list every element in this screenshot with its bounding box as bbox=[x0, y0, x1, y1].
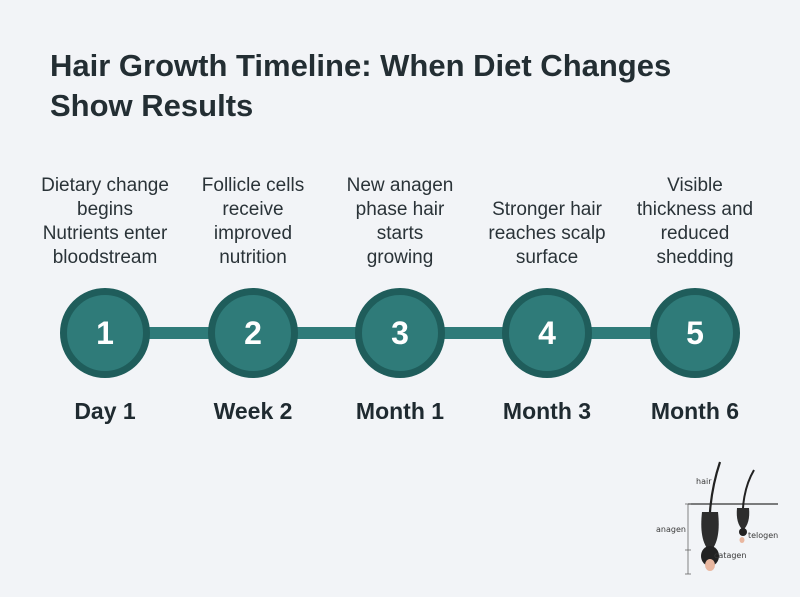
step-label: Week 2 bbox=[213, 398, 293, 424]
step-description-line: improved bbox=[213, 223, 293, 244]
step-description-line: Nutrients enter bbox=[42, 223, 168, 244]
step-description-line: surface bbox=[515, 247, 579, 268]
step-description-line: shedding bbox=[656, 247, 734, 268]
step-label: Day 1 bbox=[74, 398, 136, 424]
step-description-line: Dietary change bbox=[41, 175, 169, 196]
step-label: Month 3 bbox=[502, 398, 592, 424]
step-description-line: starts bbox=[376, 223, 424, 244]
step-description-line: New anagen bbox=[346, 175, 454, 196]
anagen-bulb bbox=[701, 546, 719, 566]
dermal-papilla bbox=[705, 559, 715, 571]
step-description-line: Follicle cells bbox=[201, 175, 305, 196]
step-description-line: Stronger hair bbox=[492, 199, 602, 220]
diagram-label-anagen: anagen bbox=[656, 525, 686, 534]
step-description-line: Visible bbox=[667, 175, 723, 196]
diagram-label-telogen: telogen bbox=[748, 531, 778, 540]
step-label: Month 1 bbox=[355, 398, 445, 424]
diagram-label-hair: hair bbox=[696, 477, 712, 486]
step-description-line: nutrition bbox=[219, 247, 287, 268]
telogen-follicle bbox=[736, 508, 750, 530]
step-description-line: thickness and bbox=[636, 199, 754, 220]
telogen-club bbox=[739, 528, 747, 536]
step-description-line: phase hair bbox=[355, 199, 445, 220]
step-description: Follicle cells receive improved nutritio… bbox=[178, 174, 328, 270]
step-description-line: reduced bbox=[660, 223, 730, 244]
step-description-line: reaches scalp bbox=[488, 223, 606, 244]
hair-follicle-diagram: hair anagen telogen catagen bbox=[656, 461, 778, 575]
step-description-line: growing bbox=[366, 247, 434, 268]
step-description: Stronger hair reaches scalp surface bbox=[472, 198, 622, 270]
step-label: Month 6 bbox=[650, 398, 740, 424]
step-number-circle: 1 bbox=[60, 288, 150, 378]
step-description: New anagen phase hair starts growing bbox=[325, 174, 475, 270]
step-number-circle: 4 bbox=[502, 288, 592, 378]
page-title: Hair Growth Timeline: When Diet Changes … bbox=[50, 48, 672, 123]
step-description: Visible thickness and reduced shedding bbox=[620, 174, 770, 270]
diagram-label-catagen: catagen bbox=[714, 551, 746, 560]
telogen-papilla bbox=[739, 537, 745, 543]
step-number-circle: 2 bbox=[208, 288, 298, 378]
step-description: Dietary change begins Nutrients enter bl… bbox=[30, 174, 180, 270]
step-description-line: begins bbox=[77, 199, 133, 220]
step-number-circle: 3 bbox=[355, 288, 445, 378]
step-description-line: bloodstream bbox=[52, 247, 158, 268]
step-description-line: receive bbox=[222, 199, 284, 220]
anagen-follicle bbox=[701, 512, 719, 552]
step-number-circle: 5 bbox=[650, 288, 740, 378]
